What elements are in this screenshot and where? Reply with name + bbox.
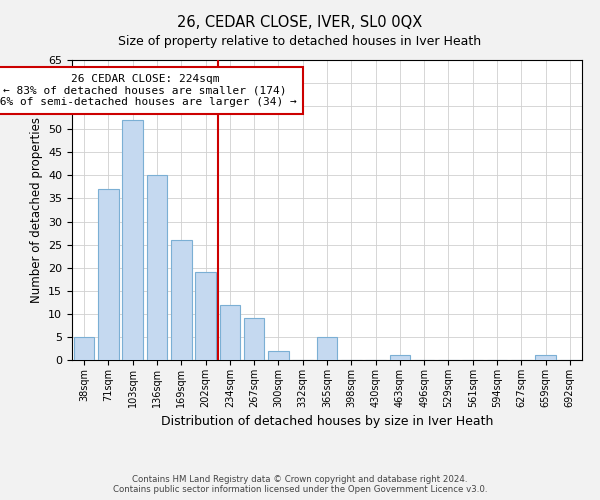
Text: Contains HM Land Registry data © Crown copyright and database right 2024.
Contai: Contains HM Land Registry data © Crown c… <box>113 474 487 494</box>
Bar <box>122 120 143 360</box>
Bar <box>195 272 216 360</box>
Bar <box>98 189 119 360</box>
Text: Size of property relative to detached houses in Iver Heath: Size of property relative to detached ho… <box>118 35 482 48</box>
Bar <box>535 356 556 360</box>
Bar <box>244 318 265 360</box>
Bar <box>220 304 240 360</box>
Text: 26 CEDAR CLOSE: 224sqm
← 83% of detached houses are smaller (174)
16% of semi-de: 26 CEDAR CLOSE: 224sqm ← 83% of detached… <box>0 74 297 107</box>
Bar <box>389 356 410 360</box>
Y-axis label: Number of detached properties: Number of detached properties <box>29 117 43 303</box>
X-axis label: Distribution of detached houses by size in Iver Heath: Distribution of detached houses by size … <box>161 416 493 428</box>
Bar <box>146 176 167 360</box>
Bar <box>171 240 191 360</box>
Bar <box>317 337 337 360</box>
Bar <box>268 351 289 360</box>
Text: 26, CEDAR CLOSE, IVER, SL0 0QX: 26, CEDAR CLOSE, IVER, SL0 0QX <box>178 15 422 30</box>
Bar <box>74 337 94 360</box>
